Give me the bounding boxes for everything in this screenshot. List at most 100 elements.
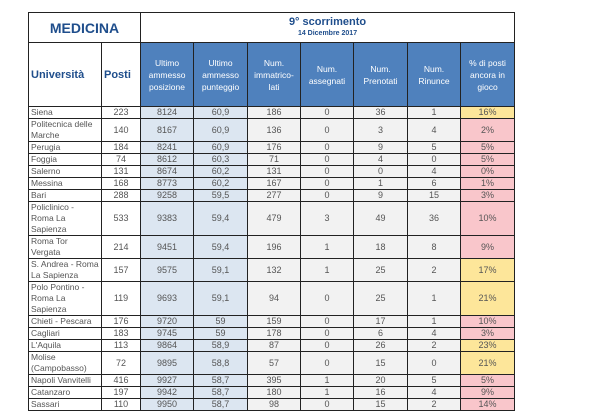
table-cell: 9: [353, 141, 409, 154]
table-cell: 59,4: [193, 201, 249, 236]
table-cell: 416: [100, 374, 142, 387]
table-cell: 9575: [140, 258, 195, 282]
table-row: Siena 223 8124 60,9 186 0 36 1 16%: [28, 106, 516, 119]
table-cell: 87: [247, 339, 302, 352]
table-cell: 0: [300, 315, 355, 328]
table-cell: 60,3: [193, 153, 249, 166]
table-cell: 0: [300, 189, 355, 202]
table-cell: 58,7: [193, 374, 249, 387]
table-cell: 0: [300, 351, 355, 375]
table-cell: 0: [407, 351, 462, 375]
table-cell: 288: [100, 189, 142, 202]
table-cell: 1: [407, 106, 462, 119]
round-date: 14 Dicembre 2017: [297, 29, 358, 37]
table-cell: 57: [247, 351, 302, 375]
university-name: Napoli Vanvitelli: [28, 374, 102, 387]
table-row: Messina 168 8773 60,2 167 0 1 6 1%: [28, 177, 516, 190]
column-header: Ultimo ammesso posizione: [140, 42, 195, 107]
table-cell: 3%: [460, 327, 516, 340]
table-cell: 58,8: [193, 351, 249, 375]
table-cell: 10%: [460, 315, 516, 328]
university-name: Catanzaro: [28, 386, 102, 399]
table-cell: 10%: [460, 201, 516, 236]
table-cell: 60,9: [193, 118, 249, 142]
table-cell: 21%: [460, 281, 516, 316]
column-header: Num. assegnati: [300, 42, 355, 107]
table-cell: 9: [353, 189, 409, 202]
university-name: Bari: [28, 189, 102, 202]
table-cell: 74: [100, 153, 142, 166]
table-cell: 8773: [140, 177, 195, 190]
table-cell: 59,1: [193, 281, 249, 316]
table-cell: 9451: [140, 235, 195, 259]
table-cell: 168: [100, 177, 142, 190]
table-row: Chieti - Pescara 176 9720 59 159 0 17 1 10%: [28, 315, 516, 328]
university-name: Chieti - Pescara: [28, 315, 102, 328]
table-cell: 157: [100, 258, 142, 282]
table-cell: 16: [353, 386, 409, 399]
university-name: Molise (Campobasso): [28, 351, 102, 375]
university-name: Polo Pontino - Roma La Sapienza: [28, 281, 102, 316]
table-row: Polo Pontino - Roma La Sapienza 119 9693 59…: [28, 281, 516, 316]
table-cell: 60,9: [193, 106, 249, 119]
table-cell: 25: [353, 281, 409, 316]
table-cell: 131: [100, 165, 142, 178]
table-cell: 26: [353, 339, 409, 352]
university-name: Policlinico - Roma La Sapienza: [28, 201, 102, 236]
table-row: Molise (Campobasso) 72 9895 58,8 57 0 15 0 21%: [28, 351, 516, 375]
table-cell: 3%: [460, 189, 516, 202]
table-cell: 277: [247, 189, 302, 202]
table-cell: 21%: [460, 351, 516, 375]
table-cell: 197: [100, 386, 142, 399]
table-cell: 15: [407, 189, 462, 202]
table-cell: 1: [407, 281, 462, 316]
table-cell: 4: [407, 165, 462, 178]
table-cell: 1: [300, 386, 355, 399]
university-name: Politecnica delle Marche: [28, 118, 102, 142]
table-cell: 60,2: [193, 165, 249, 178]
column-header: Num. Prenotati: [353, 42, 409, 107]
table-cell: 8: [407, 235, 462, 259]
table-cell: 4: [407, 386, 462, 399]
table-cell: 0: [300, 153, 355, 166]
university-name: Roma Tor Vergata: [28, 235, 102, 259]
table-cell: 0: [300, 177, 355, 190]
table-cell: 0: [300, 106, 355, 119]
table-cell: 58,9: [193, 339, 249, 352]
table-cell: 5: [407, 374, 462, 387]
table-cell: 183: [100, 327, 142, 340]
table-cell: 4: [407, 327, 462, 340]
table-cell: 9950: [140, 398, 195, 411]
table-cell: 1: [300, 258, 355, 282]
table-cell: 167: [247, 177, 302, 190]
university-name: Messina: [28, 177, 102, 190]
table-cell: 6: [407, 177, 462, 190]
table-row: Catanzaro 197 9942 58,7 180 1 16 4 9%: [28, 386, 516, 399]
table-cell: 140: [100, 118, 142, 142]
table-cell: 0: [300, 327, 355, 340]
university-name: S. Andrea - Roma La Sapienza: [28, 258, 102, 282]
column-header: % di posti ancora in gioco: [460, 42, 516, 107]
table-cell: 9927: [140, 374, 195, 387]
table-cell: 2%: [460, 118, 516, 142]
column-header: Posti: [100, 42, 142, 107]
table-cell: 5: [407, 141, 462, 154]
table-cell: 0%: [460, 165, 516, 178]
table-cell: 59: [193, 315, 249, 328]
table-cell: 9693: [140, 281, 195, 316]
university-name: Foggia: [28, 153, 102, 166]
table-cell: 59,4: [193, 235, 249, 259]
table-cell: 36: [407, 201, 462, 236]
university-name: Perugia: [28, 141, 102, 154]
table-cell: 60,9: [193, 141, 249, 154]
table-cell: 59,1: [193, 258, 249, 282]
table-cell: 14%: [460, 398, 516, 411]
table-row: L'Aquila 113 9864 58,9 87 0 26 2 23%: [28, 339, 516, 352]
column-header: Università: [28, 42, 102, 107]
table-cell: 9864: [140, 339, 195, 352]
table-cell: 5%: [460, 141, 516, 154]
table-cell: 23%: [460, 339, 516, 352]
table-cell: 18: [353, 235, 409, 259]
table-cell: 4: [407, 118, 462, 142]
table-row: Napoli Vanvitelli 416 9927 58,7 395 1 20 5 5%: [28, 374, 516, 387]
